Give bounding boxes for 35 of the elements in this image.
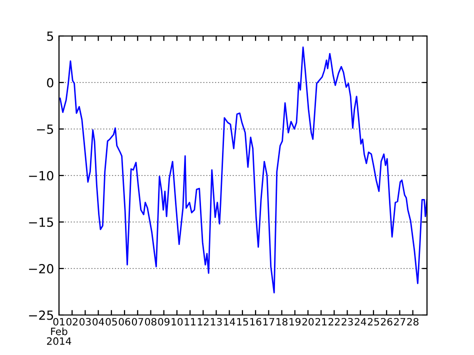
x-tick-label: 28 xyxy=(407,318,418,326)
y-tick-label: −10 xyxy=(29,170,54,180)
x-tick-label: 26 xyxy=(380,318,392,326)
x-tick-label: 25 xyxy=(368,318,379,326)
x-tick-label: 14 xyxy=(224,318,236,326)
x-tick-label: 08 xyxy=(145,318,156,326)
x-tick-label: 04 xyxy=(92,318,104,326)
x-tick-label: 22 xyxy=(328,318,340,326)
x-tick-label: 18 xyxy=(276,318,288,326)
x-tick-label: 21 xyxy=(315,318,327,326)
x-tick-label: 13 xyxy=(210,318,222,326)
x-tick-label: 02 xyxy=(66,318,78,326)
x-tick-label: 12 xyxy=(198,318,209,326)
x-tick-label: 06 xyxy=(118,318,130,326)
x-tick-label: 19 xyxy=(290,318,301,326)
x-tick-label: 03 xyxy=(80,318,91,326)
y-tick-label: −15 xyxy=(29,218,54,227)
y-tick-label: −25 xyxy=(29,310,54,320)
x-tick-label: 16 xyxy=(250,318,262,326)
x-tick-label: 09 xyxy=(158,318,170,326)
x-tick-label: 20 xyxy=(302,318,314,326)
x-tick-label: 27 xyxy=(394,318,406,326)
y-tick-label: −5 xyxy=(37,124,54,134)
x-tick-label: 15 xyxy=(237,318,248,326)
x-tick-label: 23 xyxy=(342,318,353,326)
x-tick-label: 10 xyxy=(172,318,183,326)
x-tick-label: 11 xyxy=(184,318,196,326)
x-tick-label: 07 xyxy=(132,318,144,326)
y-tick-label: 5 xyxy=(47,32,54,41)
y-tick-label: 0 xyxy=(47,78,54,88)
y-tick-label: −20 xyxy=(29,264,54,274)
line-series xyxy=(59,46,427,294)
x-tick-label: 05 xyxy=(106,318,117,326)
x-tick-label: 17 xyxy=(263,318,274,326)
x-tick-label: 24 xyxy=(354,318,366,326)
